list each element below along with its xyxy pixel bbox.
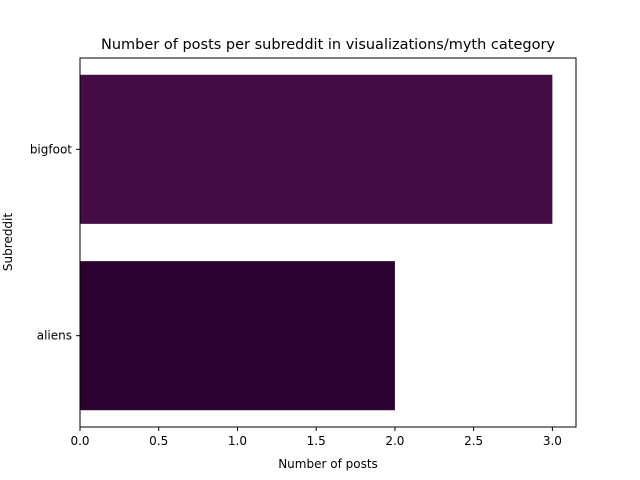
x-axis-ticks: 0.0 0.5 1.0 1.5 2.0 2.5 3.0	[70, 427, 562, 448]
y-axis-label: Subreddit	[1, 213, 15, 271]
y-tick-label-bigfoot: bigfoot	[30, 142, 72, 156]
bar-bigfoot	[80, 74, 553, 224]
x-tick-label-1: 0.5	[149, 434, 168, 448]
y-tick-label-aliens: aliens	[37, 329, 72, 343]
bar-aliens	[80, 261, 395, 411]
x-tick-label-3: 1.5	[307, 434, 326, 448]
plot-frame	[79, 57, 577, 428]
y-axis-ticks: aliens bigfoot	[30, 142, 80, 343]
x-tick-label-0: 0.0	[70, 434, 89, 448]
x-axis-label: Number of posts	[278, 457, 378, 471]
x-tick-label-4: 2.0	[385, 434, 404, 448]
x-tick-label-6: 3.0	[543, 434, 562, 448]
x-tick-label-5: 2.5	[464, 434, 483, 448]
chart-title: Number of posts per subreddit in visuali…	[101, 37, 555, 53]
bars-group	[80, 74, 553, 411]
x-tick-label-2: 1.0	[228, 434, 247, 448]
